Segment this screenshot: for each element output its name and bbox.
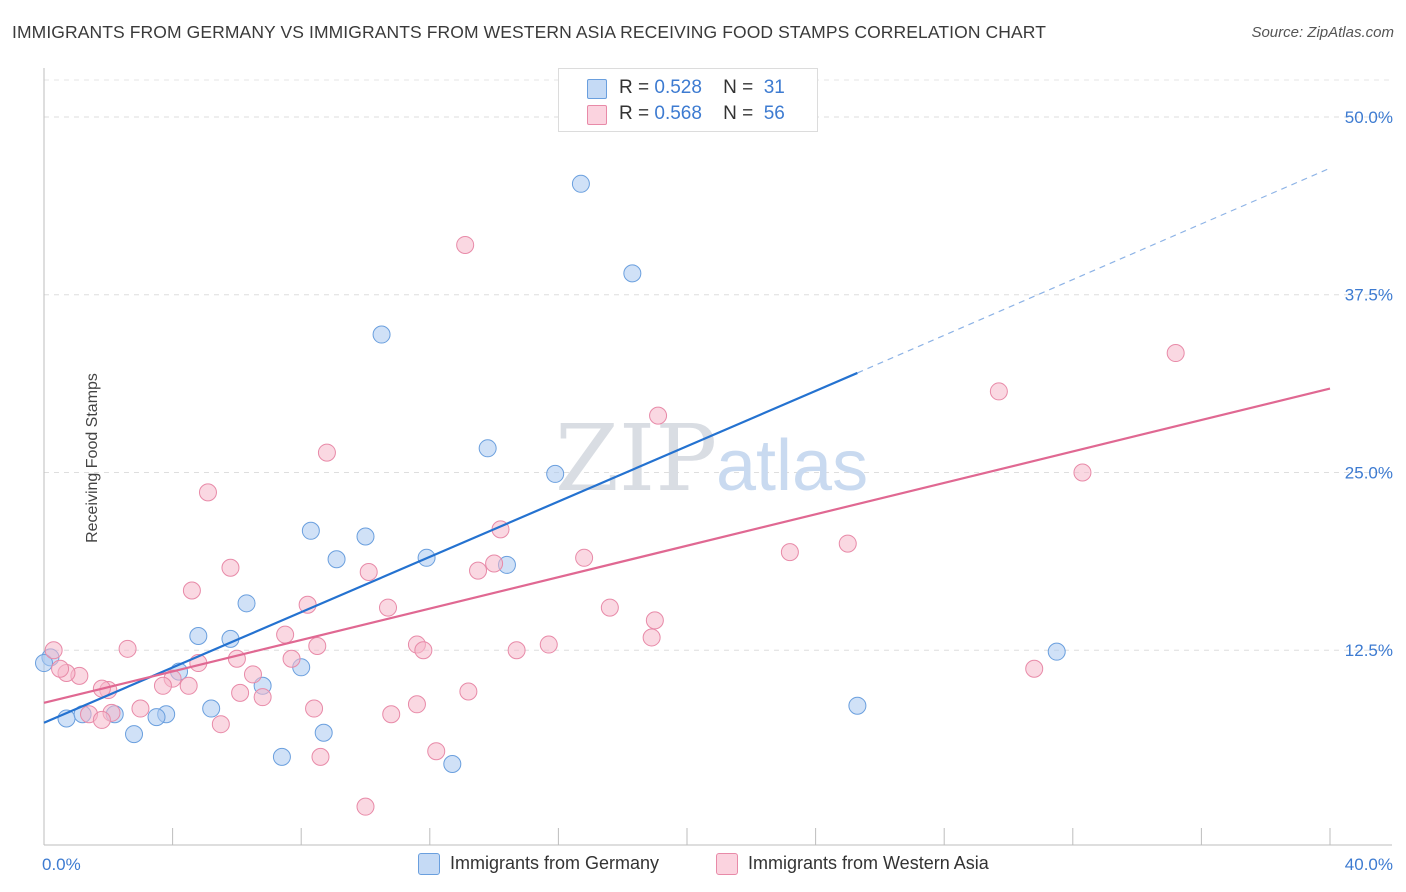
legend-label-germany: Immigrants from Germany [450, 853, 660, 873]
legend-text-germany: R = 0.528 N = 31 [619, 77, 785, 98]
point-s1-6 [198, 483, 217, 502]
point-s1-30 [179, 676, 198, 695]
point-s1-9 [780, 543, 799, 562]
source-label: Source: ZipAtlas.com [1251, 24, 1394, 41]
trend-line-1 [43, 387, 1331, 704]
legend-swatch-germany [587, 79, 607, 99]
point-s0-23 [272, 747, 291, 766]
point-s0-8 [356, 527, 375, 546]
point-s1-53 [356, 797, 375, 816]
point-s1-47 [305, 699, 324, 718]
point-s1-26 [507, 641, 526, 660]
legend-swatch-germany-bottom [418, 853, 440, 875]
trend-lines [43, 167, 1331, 724]
point-s1-42 [131, 699, 150, 718]
point-s1-52 [311, 747, 330, 766]
point-s1-21 [118, 639, 137, 658]
watermark-zip: ZIP [555, 405, 717, 512]
point-s1-17 [379, 598, 398, 617]
point-s0-2 [623, 264, 642, 283]
tick-labels: 12.5% 25.0% 37.5% 50.0% 0.0% 40.0% [42, 108, 1393, 874]
legend-label-western-asia: Immigrants from Western Asia [748, 853, 989, 873]
grid-lines [44, 79, 1392, 651]
point-s0-26 [125, 725, 144, 744]
point-s1-29 [153, 676, 172, 695]
point-s1-41 [253, 688, 272, 707]
point-s1-25 [414, 641, 433, 660]
point-s0-24 [314, 723, 333, 742]
point-s1-0 [456, 235, 475, 254]
point-s1-15 [182, 581, 201, 600]
correlation-legend: R = 0.528 N = 31 R = 0.568 N = 56 [558, 68, 818, 132]
trend-line-extension-0 [857, 167, 1331, 374]
point-s1-4 [317, 443, 336, 462]
point-s1-20 [642, 628, 661, 647]
point-s0-3 [372, 325, 391, 344]
point-s0-12 [189, 627, 208, 646]
point-s0-4 [478, 439, 497, 458]
point-s1-40 [231, 683, 250, 702]
legend-swatch-western-asia [587, 105, 607, 125]
point-s0-30 [35, 654, 53, 673]
point-s1-48 [382, 705, 401, 724]
point-s1-23 [276, 625, 295, 644]
point-s1-8 [575, 548, 594, 567]
legend-text-western-asia: R = 0.568 N = 56 [619, 103, 785, 124]
point-s1-14 [469, 561, 488, 580]
axes [43, 68, 1392, 846]
point-s1-13 [485, 554, 504, 573]
legend-swatch-western-asia-bottom [716, 853, 738, 875]
point-s0-11 [237, 594, 256, 613]
point-s1-46 [211, 715, 230, 734]
series-legend: Immigrants from Germany Immigrants from … [0, 852, 1406, 878]
point-s1-2 [649, 406, 668, 425]
point-s1-22 [308, 636, 327, 655]
point-s1-16 [298, 595, 317, 614]
point-s1-50 [459, 682, 478, 701]
point-s1-39 [51, 659, 70, 678]
x-tick-label-0: 0.0% [42, 855, 81, 874]
point-s1-5 [1073, 463, 1092, 482]
point-s1-54 [44, 641, 63, 660]
point-s0-17 [202, 699, 221, 718]
point-s1-33 [243, 665, 262, 684]
point-s1-34 [282, 649, 301, 668]
point-s1-10 [838, 534, 857, 553]
point-s1-3 [989, 382, 1008, 401]
y-tick-label-0: 12.5% [1345, 641, 1393, 660]
trend-line-0 [43, 371, 858, 724]
point-s1-11 [221, 558, 240, 577]
y-tick-label-3: 50.0% [1345, 108, 1393, 127]
point-s1-18 [600, 598, 619, 617]
point-s1-55 [1025, 659, 1044, 678]
point-s0-7 [327, 550, 346, 569]
point-s0-1 [571, 174, 590, 193]
y-tick-label-2: 37.5% [1345, 286, 1393, 305]
point-s1-31 [227, 649, 246, 668]
point-s0-6 [301, 521, 320, 540]
point-s0-20 [147, 708, 166, 727]
point-s1-1 [1166, 344, 1185, 363]
point-s0-5 [546, 464, 565, 483]
chart-title: IMMIGRANTS FROM GERMANY VS IMMIGRANTS FR… [12, 22, 1046, 42]
point-s0-28 [1047, 642, 1066, 661]
watermark: ZIP atlas [555, 405, 868, 512]
point-s0-25 [443, 755, 462, 774]
x-tick-label-1: 40.0% [1345, 855, 1393, 874]
watermark-atlas: atlas [716, 426, 868, 506]
point-s1-12 [359, 563, 378, 582]
point-s0-27 [848, 696, 867, 715]
point-s1-27 [539, 635, 558, 654]
point-s1-45 [92, 710, 111, 729]
y-tick-label-1: 25.0% [1345, 463, 1393, 482]
point-s1-49 [407, 695, 426, 714]
point-s1-19 [645, 611, 664, 630]
point-s1-51 [427, 742, 446, 761]
